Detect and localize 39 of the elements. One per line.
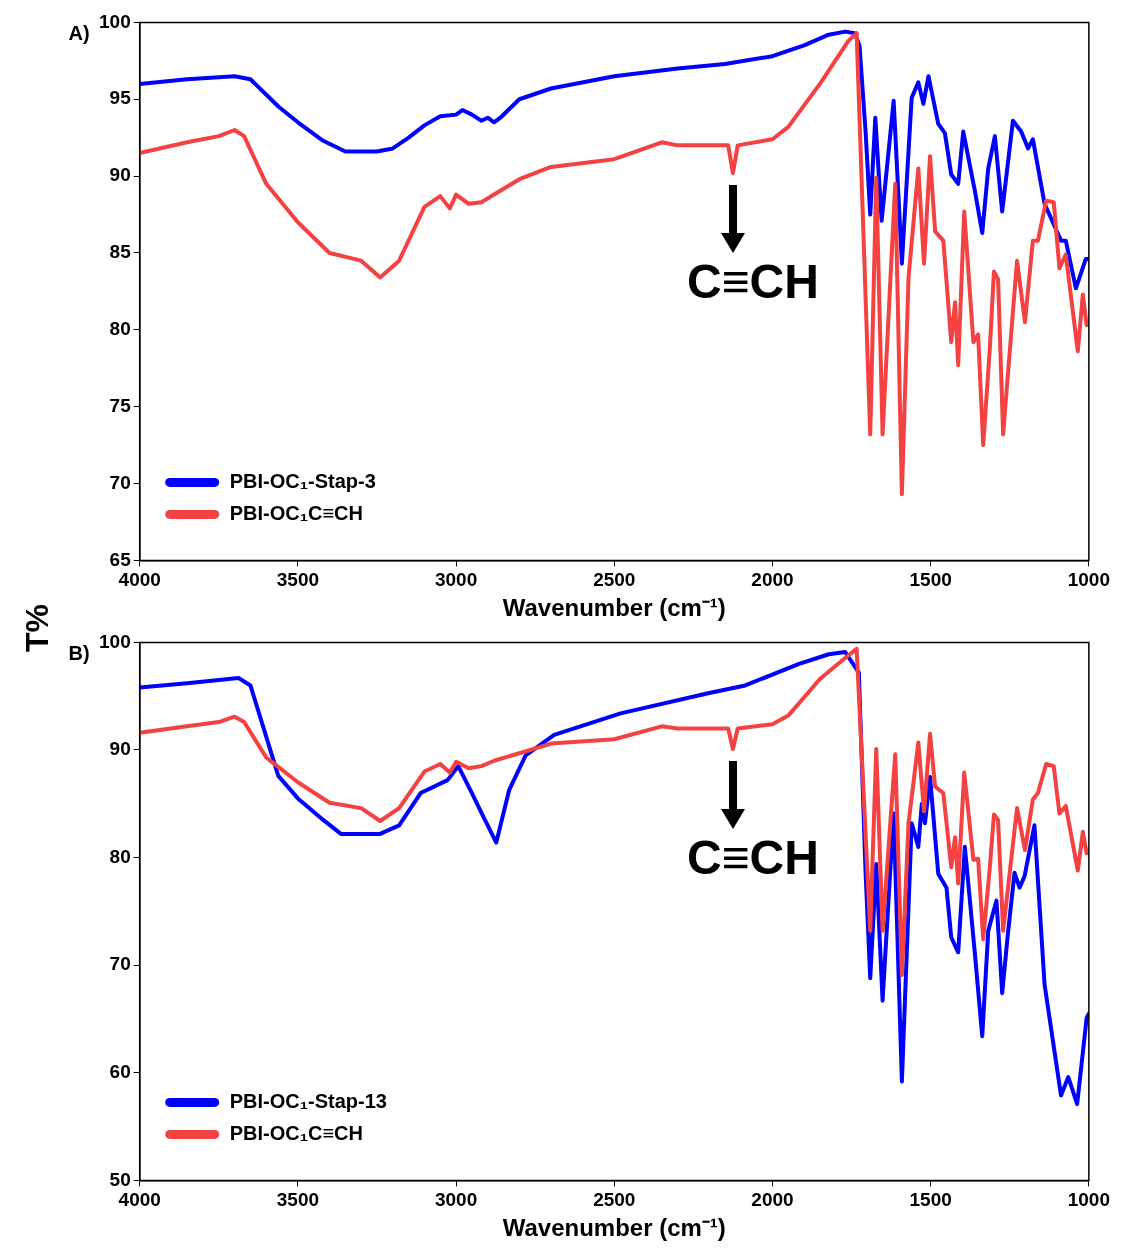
y-tick-label: 100 [99, 10, 131, 32]
legend-label: PBI-OC₁-Stap-3 [229, 469, 376, 492]
y-tick-label: 70 [109, 471, 131, 493]
x-axis-title: Wavenumber (cm⁻¹) [502, 594, 726, 622]
x-axis-title: Wavenumber (cm⁻¹) [502, 1214, 726, 1242]
y-tick-label: 70 [109, 953, 131, 975]
legend-label: PBI-OC₁C≡CH [229, 1121, 363, 1144]
y-tick-label: 80 [109, 318, 131, 340]
x-tick-label: 1000 [1067, 1189, 1111, 1211]
y-tick-label: 95 [109, 87, 132, 109]
x-tick-label: 1500 [909, 569, 952, 591]
x-tick-label: 1500 [909, 1189, 952, 1211]
x-tick-label: 4000 [118, 1189, 161, 1211]
y-axis-title: T% [18, 603, 56, 654]
x-tick-label: 3000 [434, 1189, 478, 1211]
x-tick-label: 2000 [751, 569, 794, 591]
legend-label: PBI-OC₁-Stap-13 [229, 1089, 387, 1112]
y-tick-label: 75 [109, 394, 132, 416]
text: A) [68, 21, 90, 44]
y-tick-label: 50 [109, 1168, 131, 1190]
annotation: C≡CH [686, 255, 819, 309]
y-tick-label: 85 [109, 241, 132, 263]
y-tick-label: 90 [109, 164, 131, 186]
y-tick-label: 65 [109, 548, 132, 570]
y-tick-label: 90 [109, 738, 131, 760]
x-tick-label: 2500 [593, 1189, 636, 1211]
annotation: C≡CH [686, 831, 819, 885]
legend-label: PBI-OC₁C≡CH [229, 501, 363, 524]
y-tick-label: 80 [109, 845, 131, 867]
x-tick-label: 3000 [434, 569, 478, 591]
x-tick-label: 4000 [118, 569, 161, 591]
y-tick-label: 100 [99, 630, 131, 652]
text: B) [68, 641, 90, 664]
x-tick-label: 2500 [593, 569, 636, 591]
x-tick-label: 3500 [276, 569, 320, 591]
y-tick-label: 60 [109, 1061, 131, 1083]
x-tick-label: 3500 [276, 1189, 320, 1211]
x-tick-label: 2000 [751, 1189, 794, 1211]
x-tick-label: 1000 [1067, 569, 1111, 591]
